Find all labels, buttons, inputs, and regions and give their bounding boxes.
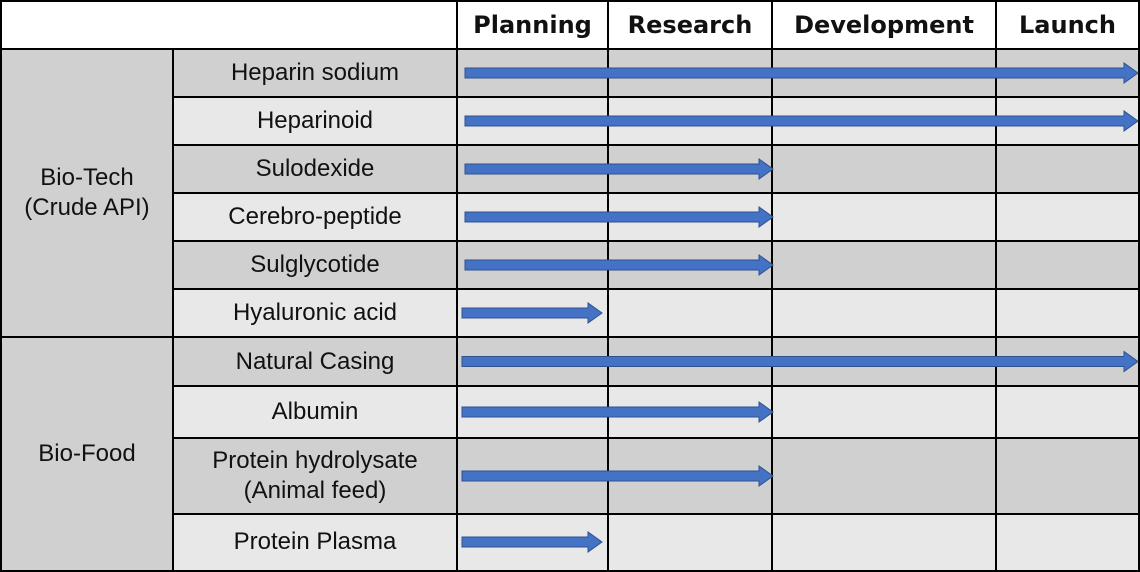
product-name-label: Natural Casing xyxy=(235,347,395,375)
stage-header-research: Research xyxy=(608,1,772,49)
product-name-label: Hyaluronic acid xyxy=(232,299,398,326)
product-name-label: Cerebro-peptide xyxy=(228,203,402,230)
group-bg-1 xyxy=(1,337,173,570)
product-name: Sulodexide xyxy=(173,145,457,193)
stage-header-development: Development xyxy=(772,1,996,49)
group-label: Bio-Food xyxy=(1,337,173,570)
header-row-bg xyxy=(0,0,1140,49)
product-name: Heparinoid xyxy=(173,97,457,145)
product-name: Natural Casing xyxy=(173,337,457,386)
stage-header-planning-label: Planning xyxy=(473,11,592,39)
group-bg-0 xyxy=(1,49,173,337)
product-name-label: Protein hydrolysate (Animal feed) xyxy=(212,447,418,504)
stage-header-development-label: Development xyxy=(794,11,974,39)
product-name: Cerebro-peptide xyxy=(173,193,457,241)
stage-header-launch-label: Launch xyxy=(1019,11,1116,39)
row-bg-5 xyxy=(173,289,1139,337)
progress-arrow xyxy=(464,62,1139,84)
row-bg-9 xyxy=(173,514,1139,570)
progress-arrow xyxy=(464,206,774,228)
product-name: Protein Plasma xyxy=(173,514,457,570)
progress-arrow xyxy=(464,158,774,180)
stage-header-planning: Planning xyxy=(457,1,608,49)
product-name: Hyaluronic acid xyxy=(173,289,457,337)
progress-arrow xyxy=(464,254,774,276)
product-name: Heparin sodium xyxy=(173,49,457,97)
product-name-label: Sulglycotide xyxy=(250,251,380,278)
stage-header-launch: Launch xyxy=(996,1,1139,49)
progress-arrow xyxy=(464,110,1139,132)
product-name: Sulglycotide xyxy=(173,241,457,289)
product-name-label: Protein Plasma xyxy=(233,528,397,555)
progress-arrow xyxy=(461,350,1139,373)
product-name-label: Heparinoid xyxy=(256,107,374,134)
product-name: Protein hydrolysate (Animal feed) xyxy=(173,438,457,514)
progress-arrow xyxy=(461,302,603,324)
group-label-label: Bio-Food xyxy=(38,439,136,467)
product-name: Albumin xyxy=(173,386,457,438)
progress-arrow xyxy=(461,465,774,487)
product-name-label: Heparin sodium xyxy=(230,59,400,86)
product-name-label: Sulodexide xyxy=(255,155,375,182)
stage-header-research-label: Research xyxy=(627,11,753,39)
progress-arrow xyxy=(461,531,603,553)
progress-arrow xyxy=(461,401,774,423)
group-label: Bio-Tech (Crude API) xyxy=(1,49,173,337)
product-name-label: Albumin xyxy=(271,398,359,425)
group-label-label: Bio-Tech (Crude API) xyxy=(24,164,150,221)
